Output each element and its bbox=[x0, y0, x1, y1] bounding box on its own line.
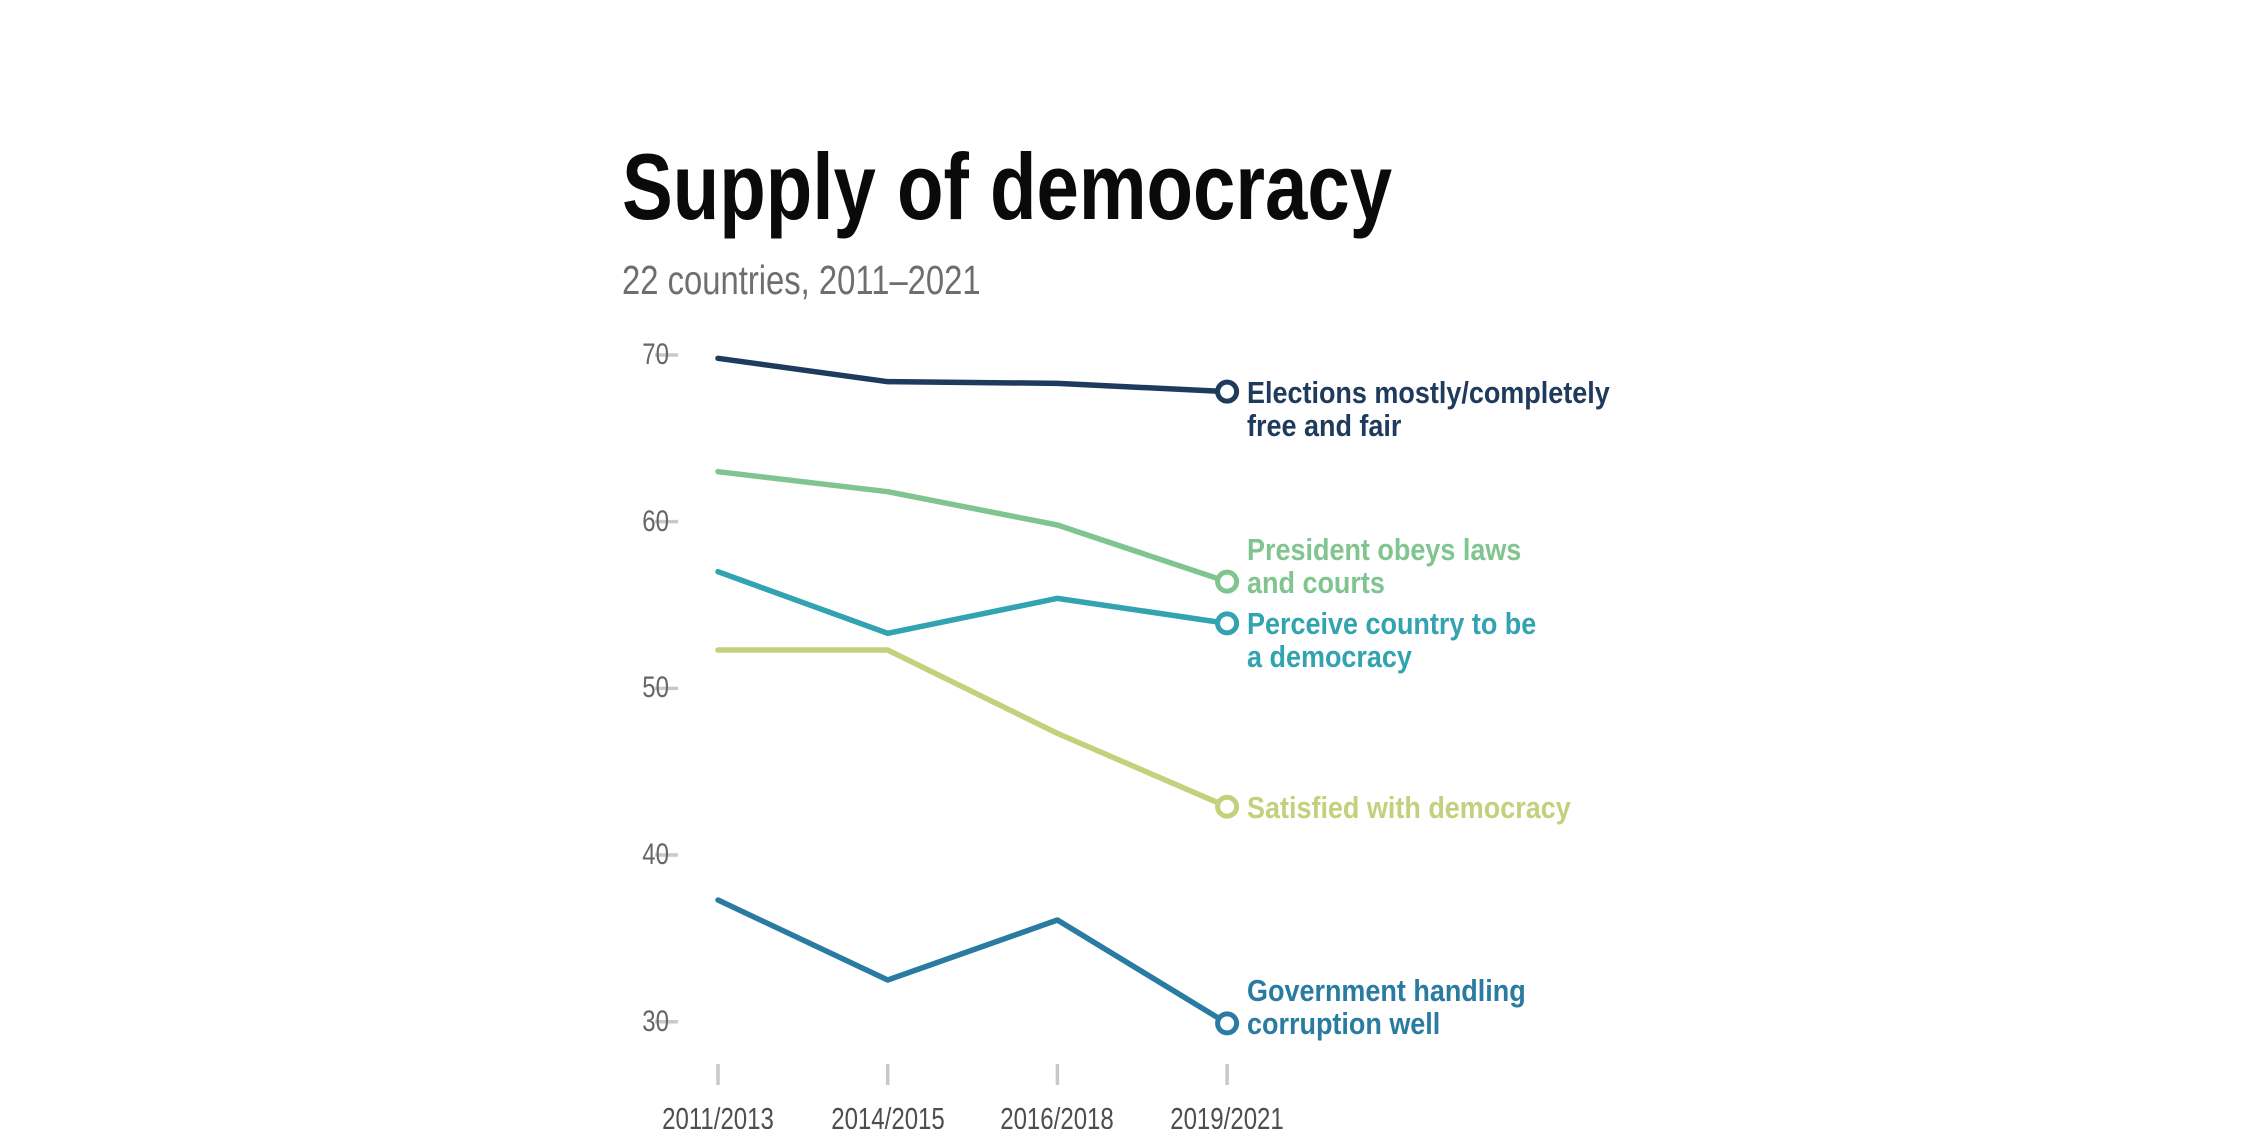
series-label-line: free and fair bbox=[1247, 407, 1402, 443]
series-label: Satisfied with democracy bbox=[1247, 791, 1571, 824]
series-label-line: and courts bbox=[1247, 564, 1385, 600]
x-axis-tick-label: 2016/2018 bbox=[1000, 1101, 1115, 1129]
series-endpoint-marker bbox=[1215, 1011, 1240, 1036]
series-endpoint-marker bbox=[1215, 569, 1240, 594]
series-line bbox=[715, 897, 1230, 1027]
x-axis-tick-label: 2011/2013 bbox=[662, 1101, 774, 1129]
series-label: Elections mostly/completely free and fair bbox=[1247, 376, 1610, 442]
series-label-line: President obeys laws bbox=[1247, 531, 1522, 567]
y-axis-tick-label: 60 bbox=[642, 504, 669, 538]
series-label-line: Satisfied with democracy bbox=[1247, 789, 1571, 825]
x-axis-tick-label: 2019/2021 bbox=[1170, 1101, 1284, 1129]
series-endpoint-marker bbox=[1215, 794, 1240, 819]
y-axis-tick-label: 30 bbox=[642, 1004, 669, 1038]
series-label-line: a democracy bbox=[1247, 639, 1412, 675]
series-label-line: Elections mostly/completely bbox=[1247, 374, 1610, 410]
series-line bbox=[715, 355, 1230, 395]
series-endpoint-marker bbox=[1215, 379, 1240, 404]
chart-subtitle: 22 countries, 2011–2021 bbox=[622, 257, 981, 303]
series-label: President obeys laws and courts bbox=[1247, 533, 1521, 599]
series-endpoint-marker bbox=[1215, 611, 1240, 636]
series-line bbox=[715, 647, 1230, 810]
series-line bbox=[715, 468, 1230, 585]
series-label-line: corruption well bbox=[1247, 1006, 1441, 1042]
x-axis-tick-label: 2014/2015 bbox=[830, 1101, 945, 1129]
series-line bbox=[715, 568, 1230, 637]
series-label: Government handling corruption well bbox=[1247, 974, 1526, 1040]
y-axis-tick-label: 50 bbox=[642, 671, 669, 705]
series-label-line: Perceive country to be bbox=[1247, 606, 1537, 642]
series-label-line: Government handling bbox=[1247, 973, 1526, 1009]
y-axis-tick-label: 40 bbox=[642, 838, 669, 872]
series-label: Perceive country to be a democracy bbox=[1247, 607, 1536, 673]
chart-title: Supply of democracy bbox=[622, 134, 1393, 239]
y-axis-tick-label: 70 bbox=[642, 338, 669, 371]
